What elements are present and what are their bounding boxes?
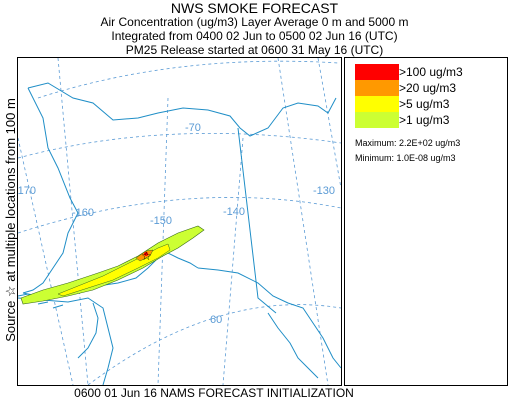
lon-label-160: -160 xyxy=(72,207,94,219)
border-line xyxy=(237,127,277,314)
legend-maximum: Maximum: 2.2E+02 ug/m3 xyxy=(355,138,461,148)
north-coast xyxy=(27,82,337,137)
latitude-line xyxy=(18,133,341,159)
longitude-line xyxy=(277,58,329,385)
longitude-line xyxy=(18,137,74,385)
legend-swatch xyxy=(355,80,399,96)
longitude-line xyxy=(57,58,89,385)
integration-period: Integrated from 0400 02 Jun to 0500 02 J… xyxy=(111,29,398,43)
legend-label: >1 ug/m3 xyxy=(399,113,450,127)
legend-minimum: Minimum: 1.0E-08 ug/m3 xyxy=(355,153,456,163)
legend-item-20: >20 ug/m3 xyxy=(355,80,505,96)
plume-1ug-contour xyxy=(20,225,205,305)
source-marker-icon: ☆ xyxy=(141,249,152,263)
plume-100ug-core xyxy=(144,252,148,256)
lon-label-140: -140 xyxy=(223,206,245,218)
legend-swatch xyxy=(355,64,399,80)
concentration-description: Air Concentration (ug/m3) Layer Average … xyxy=(100,15,409,29)
latitude-line xyxy=(18,197,341,234)
gulf-coast xyxy=(197,267,341,369)
graticule xyxy=(18,58,341,385)
legend-item-5: >5 ug/m3 xyxy=(355,96,505,112)
legend-item-100: >100 ug/m3 xyxy=(355,64,505,80)
lon-label-130: -130 xyxy=(313,185,335,197)
coastline xyxy=(18,82,341,385)
map-title: NWS SMOKE FORECAST xyxy=(170,0,339,16)
latitude-line xyxy=(37,60,339,99)
release-start: PM25 Release started at 0600 31 May 16 (… xyxy=(125,43,384,57)
map-canvas: ☆ -170 -160 -150 -140 -130 -70 60 xyxy=(18,58,341,385)
forecast-initialization: 0600 01 Jun 16 NAMS FORECAST INITIALIZAT… xyxy=(74,386,354,400)
longitude-line xyxy=(317,58,341,189)
longitude-line xyxy=(222,137,244,385)
lat-label-60: 60 xyxy=(210,314,222,326)
map-panel: ☆ -170 -160 -150 -140 -130 -70 60 xyxy=(17,57,342,386)
south-coast xyxy=(18,297,114,385)
legend-swatch xyxy=(355,96,399,112)
inner-coast xyxy=(77,302,99,359)
legend-swatch xyxy=(355,112,399,128)
coordinate-labels: -170 -160 -150 -140 -130 -70 60 xyxy=(18,122,335,326)
legend-label: >100 ug/m3 xyxy=(399,65,463,79)
lon-label-170: -170 xyxy=(18,185,36,197)
lon-label-150: -150 xyxy=(150,215,172,227)
legend-panel: >100 ug/m3 >20 ug/m3 >5 ug/m3 >1 ug/m3 M… xyxy=(344,57,508,386)
west-coast xyxy=(22,87,79,294)
lat-label-70: -70 xyxy=(185,122,201,134)
legend-item-1: >1 ug/m3 xyxy=(355,112,505,128)
southeast-coast xyxy=(267,312,319,379)
latitude-line xyxy=(87,304,341,385)
legend-label: >5 ug/m3 xyxy=(399,97,450,111)
legend-label: >20 ug/m3 xyxy=(399,81,457,95)
smoke-plume: ☆ xyxy=(20,225,205,305)
plume-20ug-contour xyxy=(135,249,154,262)
